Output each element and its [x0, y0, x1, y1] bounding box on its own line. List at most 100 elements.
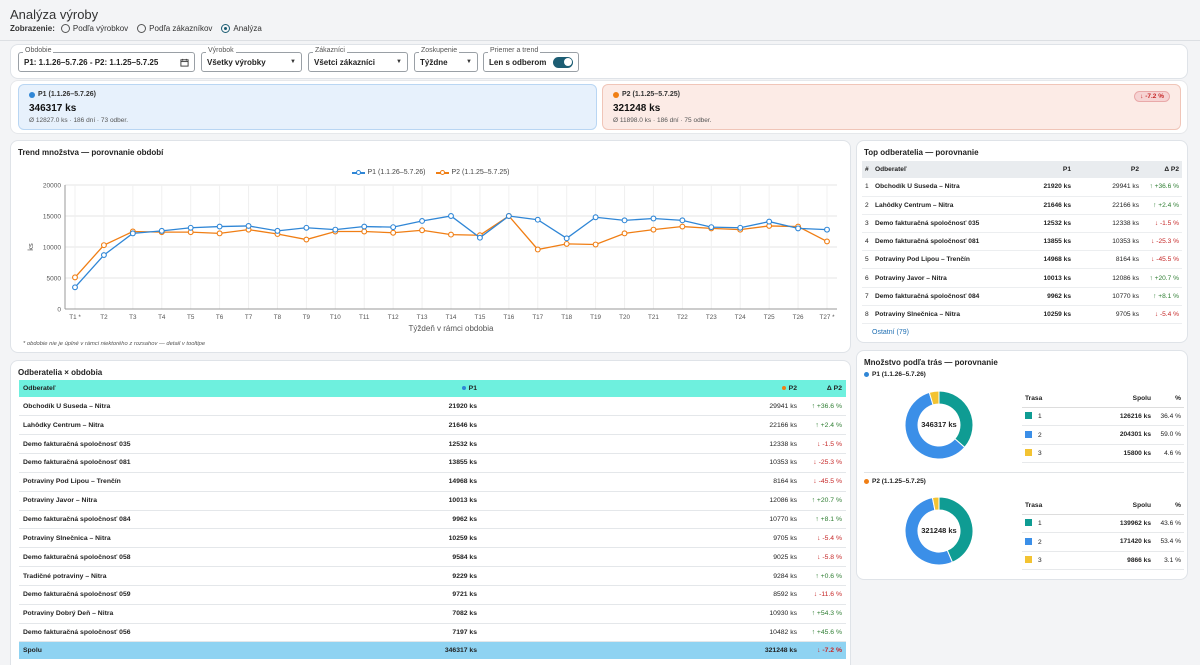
table-row[interactable]: Potraviny Dobrý Deň – Nitra 7082 ks 10930 … — [19, 604, 846, 624]
table-footer: Spolu 346317 ks 321248 ks ↓ -7.2 % — [19, 641, 846, 659]
route-id: 1 — [1038, 413, 1042, 421]
table-row[interactable]: Potraviny Javor – Nitra 10013 ks 12086 ks ↑… — [19, 491, 846, 511]
table-row[interactable]: Tradičné potraviny – Nitra 9229 ks 9284 ks… — [19, 566, 846, 586]
p2-value: 9284 ks — [481, 566, 801, 586]
table-row[interactable]: 2 Lahôdky Centrum – Nitra 21646 ks 22166 ks… — [862, 196, 1182, 215]
mode-by-product[interactable]: Podľa výrobkov — [60, 24, 128, 33]
route-percent: 36.4 % — [1154, 407, 1184, 426]
main-title: Odberatelia × obdobia — [18, 368, 103, 377]
x-tick-label: T1 * — [69, 314, 81, 321]
route-percent: 4.6 % — [1154, 444, 1184, 463]
table-row[interactable]: Potraviny Slnečnica – Nitra 10259 ks 9705 … — [19, 528, 846, 549]
table-row[interactable]: Obchodík U Suseda – Nitra 21920 ks 29941 k… — [19, 397, 846, 417]
p1-total: 346317 ks — [29, 103, 77, 114]
route-row[interactable]: 1 139962 ks 43.6 % — [1022, 514, 1184, 533]
customers-table: Odberateľ P1 P2 Δ P2 Obchodík U Suseda –… — [19, 380, 846, 659]
y-tick-label: 10000 — [43, 245, 61, 252]
route-percent: 59.0 % — [1154, 425, 1184, 445]
divider — [0, 40, 1200, 41]
table-row[interactable]: 4 Demo fakturačná spoločnosť 081 13855 ks 1… — [862, 232, 1182, 252]
data-point-p1 — [187, 224, 194, 231]
x-tick-label: T2 — [100, 314, 108, 321]
table-row[interactable]: Potraviny Pod Lipou – Trenčín 14968 ks 816… — [19, 472, 846, 492]
table-row[interactable]: Demo fakturačná spoločnosť 081 13855 ks 10… — [19, 453, 846, 473]
donut-p2 — [904, 496, 974, 566]
table-row[interactable]: 7 Demo fakturačná spoločnosť 084 9962 ks 10… — [862, 287, 1182, 306]
table-row[interactable]: 5 Potraviny Pod Lipou – Trenčín 14968 ks 81… — [862, 250, 1182, 270]
mode-analysis[interactable]: Analýza — [221, 24, 262, 33]
top-table: # Odberateľ P1 P2 Δ P2 1 Obchodík U Sused… — [862, 161, 1182, 325]
table-row[interactable]: Demo fakturačná spoločnosť 084 9962 ks 107… — [19, 510, 846, 530]
mode-by-customer[interactable]: Podľa zákazníkov — [137, 24, 212, 33]
donut-slice-route-2[interactable] — [904, 391, 966, 460]
route-row[interactable]: 2 204301 ks 59.0 % — [1022, 425, 1184, 445]
x-tick-label: T4 — [158, 314, 166, 321]
route-color-swatch — [1025, 412, 1032, 420]
table-row[interactable]: Demo fakturačná spoločnosť 059 9721 ks 859… — [19, 585, 846, 605]
donut-slice-route-3[interactable] — [931, 496, 940, 511]
summary-p2: P2 (1.1.25–5.7.25) 321248 ks Ø 11898.0 k… — [602, 84, 1181, 130]
data-point-p1 — [216, 223, 223, 230]
table-row[interactable]: Lahôdky Centrum – Nitra 21646 ks 22166 ks ↑… — [19, 415, 846, 436]
x-tick-label: T17 — [532, 314, 543, 321]
average-trend-toggle[interactable]: Priemer a trend Len s odberom — [483, 47, 579, 72]
delta-value: ↓ -25.3 % — [1142, 232, 1182, 252]
p2-value: 12086 ks — [1074, 268, 1142, 288]
p1-value: 9584 ks — [341, 547, 481, 568]
p2-value: 22166 ks — [481, 415, 801, 436]
rank: 6 — [862, 268, 872, 288]
delta-value: ↓ -45.5 % — [1142, 250, 1182, 270]
customer-name: Lahôdky Centrum – Nitra — [872, 196, 1027, 215]
others-link[interactable]: Ostatní (79) — [872, 329, 909, 336]
customer-name: Demo fakturačná spoločnosť 084 — [19, 510, 341, 530]
delta-value: ↓ -45.5 % — [801, 472, 846, 492]
delta-value: ↑ +8.1 % — [801, 510, 846, 530]
x-tick-label: T3 — [129, 314, 137, 321]
customers-select[interactable]: Zákazníci Všetci zákazníci ▼ — [308, 47, 408, 72]
delta-value: ↓ -5.4 % — [1142, 305, 1182, 325]
p2-value: 9705 ks — [1074, 305, 1142, 325]
grouping-select[interactable]: Zoskupenie Týždne ▼ — [414, 47, 478, 72]
data-point-p2 — [448, 231, 454, 238]
table-row[interactable]: Demo fakturačná spoločnosť 035 12532 ks 12… — [19, 434, 846, 455]
legend-p1[interactable]: P1 (1.1.26–5.7.26) — [351, 169, 426, 176]
toggle-switch[interactable] — [553, 56, 573, 68]
product-select[interactable]: Výrobok Všetky výrobky ▼ — [201, 47, 302, 72]
radio-selected-icon — [221, 24, 231, 33]
table-row[interactable]: 3 Demo fakturačná spoločnosť 035 12532 ks 1… — [862, 214, 1182, 234]
delta-value: ↑ +8.1 % — [1142, 287, 1182, 306]
data-point-p1 — [621, 217, 628, 224]
table-row[interactable]: 1 Obchodík U Suseda – Nitra 21920 ks 29941 … — [862, 178, 1182, 197]
p2-value: 10770 ks — [481, 510, 801, 530]
table-row[interactable]: Demo fakturačná spoločnosť 058 9584 ks 902… — [19, 547, 846, 568]
table-row[interactable]: Demo fakturačná spoločnosť 056 7197 ks 104… — [19, 623, 846, 643]
data-point-p2 — [216, 230, 223, 237]
table-row[interactable]: 8 Potraviny Slnečnica – Nitra 10259 ks 9705… — [862, 305, 1182, 325]
data-point-p1 — [158, 227, 165, 234]
p1-value: 10259 ks — [1026, 305, 1074, 325]
customer-name: Demo fakturačná spoločnosť 059 — [19, 585, 341, 605]
trend-chart: 0 5000 10000 15000 20000 T1 * T2 T3 T4 T5 T6 T7 T8 T9… — [26, 183, 837, 333]
route-row[interactable]: 2 171420 ks 53.4 % — [1022, 532, 1184, 552]
data-point-p2 — [534, 246, 541, 253]
legend-p2[interactable]: P2 (1.1.25–5.7.25) — [435, 169, 510, 176]
data-point-p2 — [650, 226, 657, 233]
p1-value: 10259 ks — [341, 528, 481, 549]
customer-name: Demo fakturačná spoločnosť 058 — [19, 547, 341, 568]
p2-value: 9025 ks — [481, 547, 801, 568]
chart-legend: P1 (1.1.26–5.7.26) P2 (1.1.25–5.7.25) — [11, 169, 850, 176]
rank: 4 — [862, 232, 872, 252]
period-picker[interactable]: Obdobie P1: 1.1.26–5.7.26 - P2: 1.1.25–5… — [18, 47, 195, 72]
p2-value: 10770 ks — [1074, 287, 1142, 306]
donut-slice-route-2[interactable] — [904, 497, 954, 566]
route-row[interactable]: 3 9866 ks 3.1 % — [1022, 551, 1184, 570]
p2-value: 12338 ks — [1074, 214, 1142, 234]
trend-card: Trend množstva — porovnanie období P1 (1… — [10, 140, 851, 353]
table-row[interactable]: 6 Potraviny Javor – Nitra 10013 ks 12086 ks… — [862, 268, 1182, 288]
x-tick-label: T24 — [735, 314, 746, 321]
route-row[interactable]: 3 15800 ks 4.6 % — [1022, 444, 1184, 463]
donut-p2-center: 321248 ks — [921, 526, 957, 535]
route-row[interactable]: 1 126216 ks 36.4 % — [1022, 407, 1184, 426]
data-point-p2 — [419, 227, 426, 234]
donut-slice-route-3[interactable] — [928, 390, 940, 406]
